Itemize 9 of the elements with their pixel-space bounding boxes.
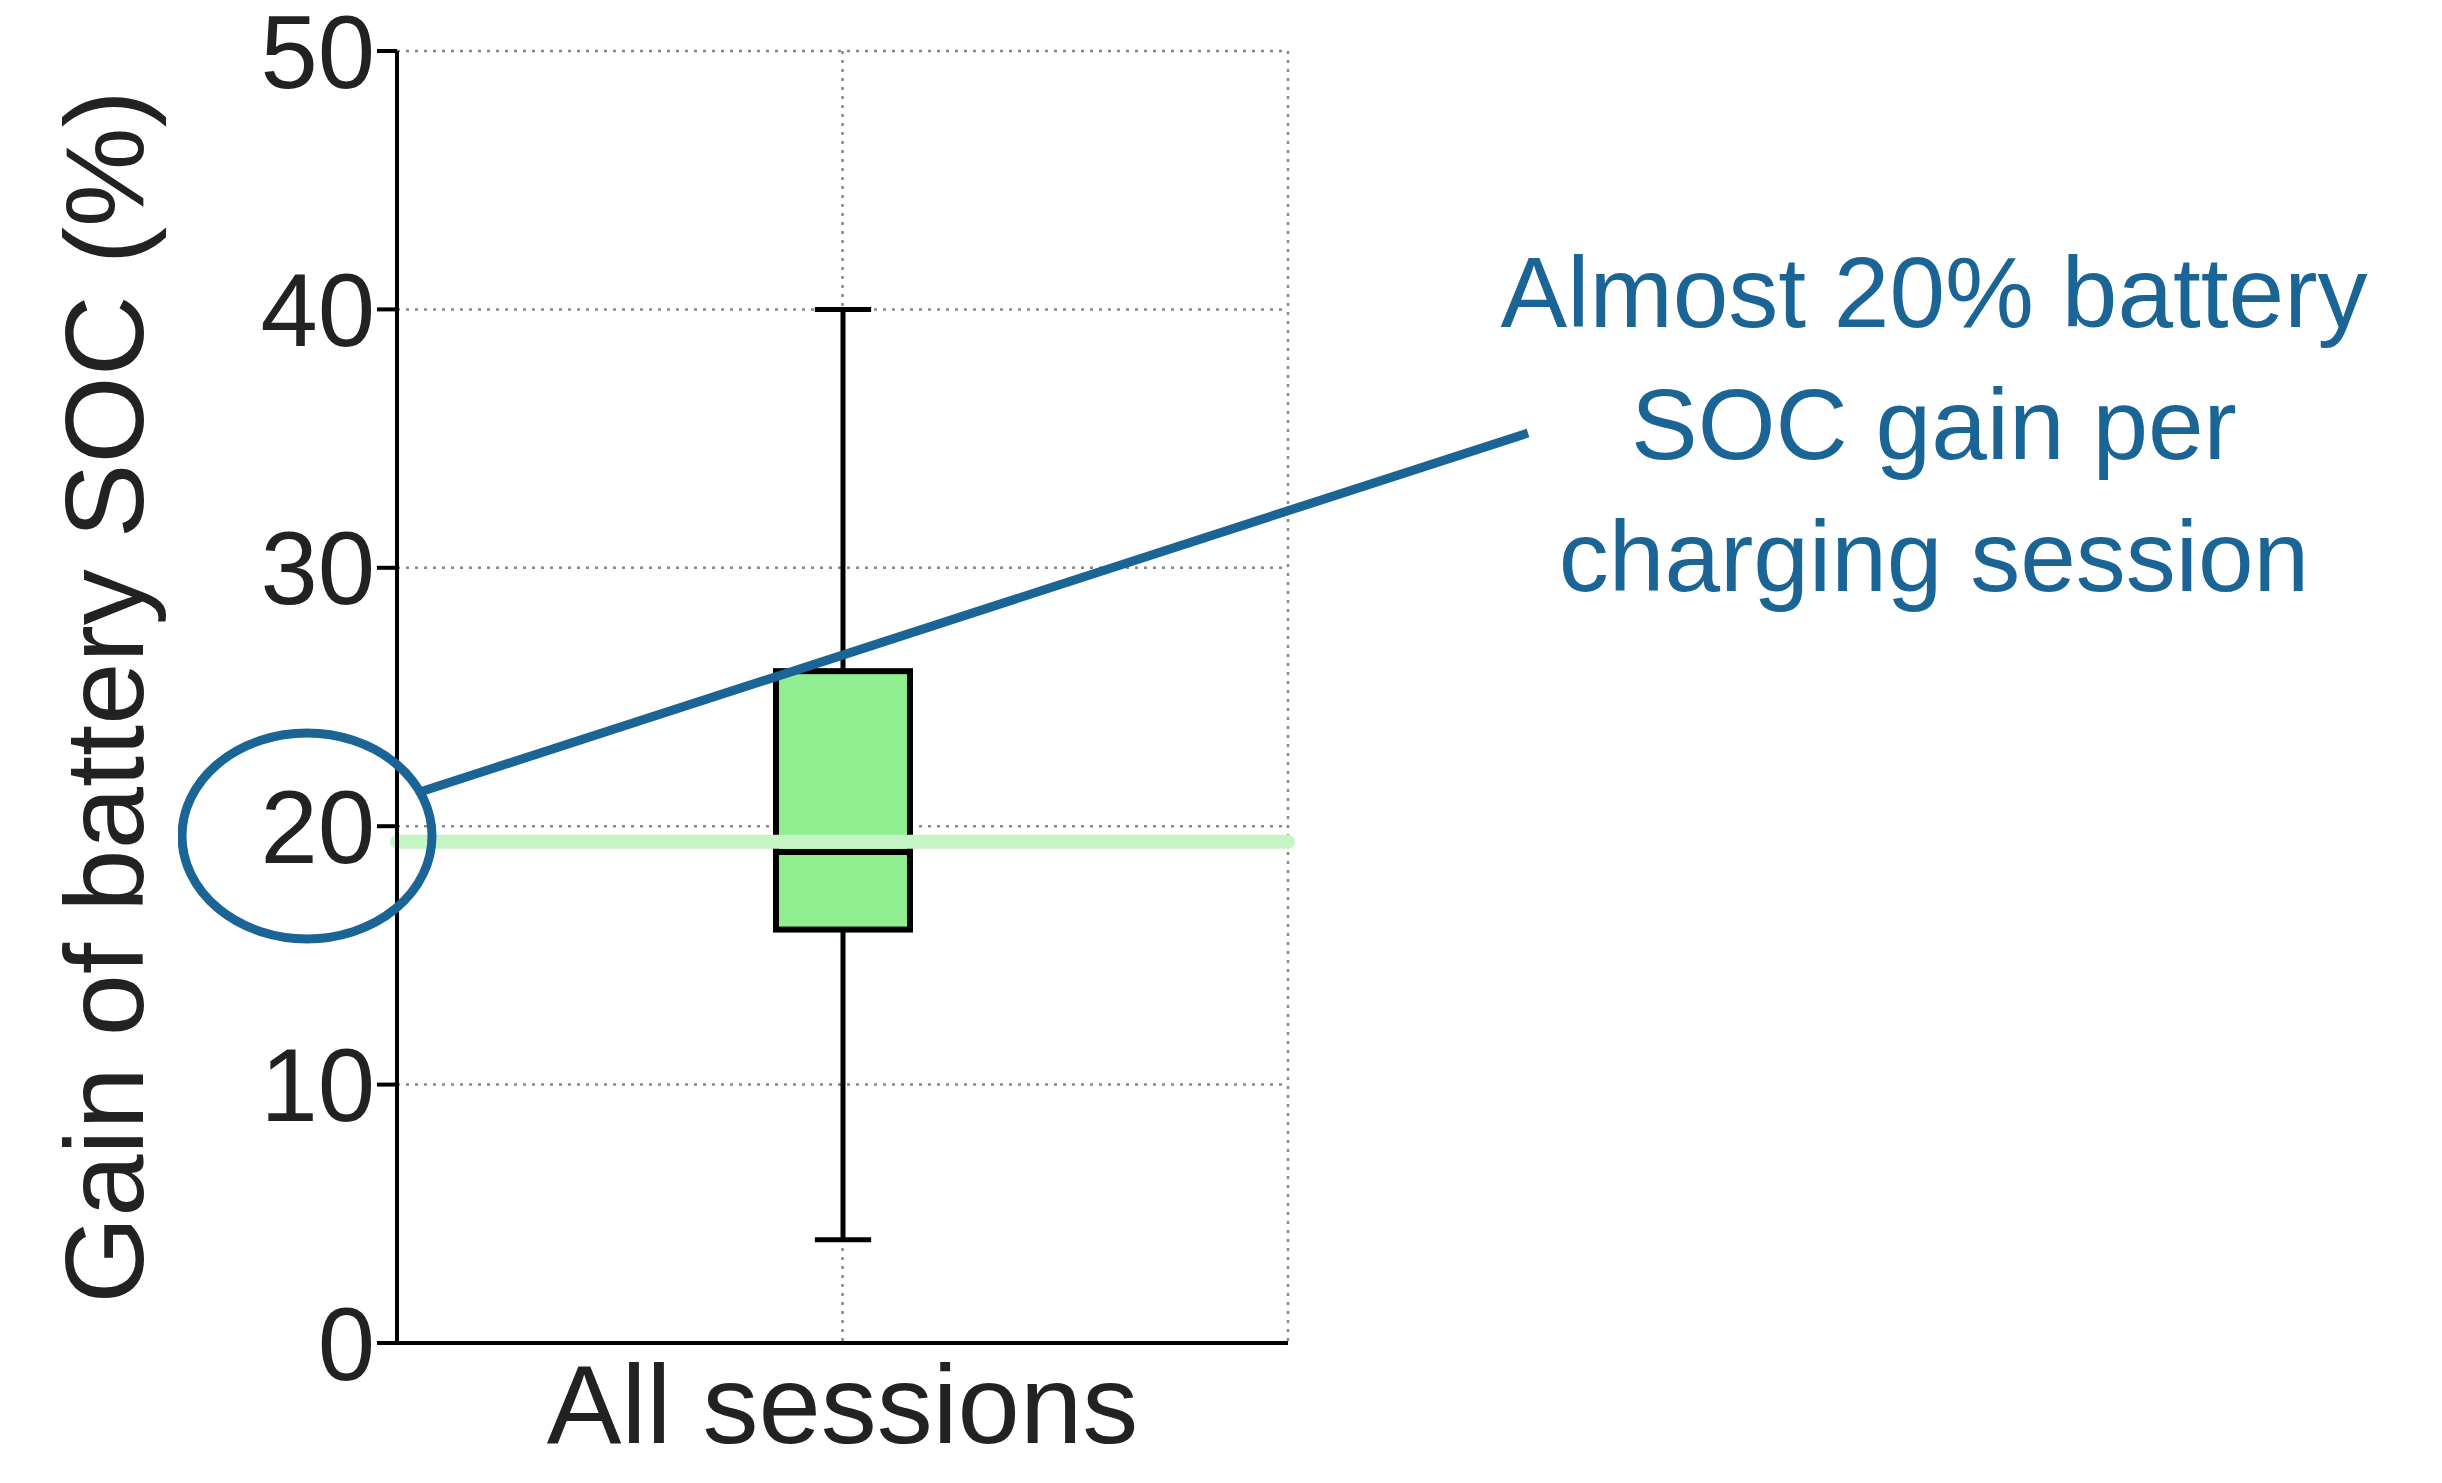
text: Almost 20% battery SOC gain per charging session bbox=[1499, 235, 2369, 614]
x-tick-label: All sessions bbox=[546, 1341, 1139, 1467]
y-tick-label: 50 bbox=[260, 0, 375, 110]
y-tick-label: 0 bbox=[317, 1286, 375, 1402]
y-tick-label: 10 bbox=[260, 1028, 375, 1144]
y-tick-label: 20 bbox=[260, 769, 375, 885]
y-axis-title: Gain of battery SOC (%) bbox=[41, 90, 167, 1304]
y-tick-label: 30 bbox=[260, 511, 375, 627]
y-tick-label: 40 bbox=[260, 252, 375, 368]
